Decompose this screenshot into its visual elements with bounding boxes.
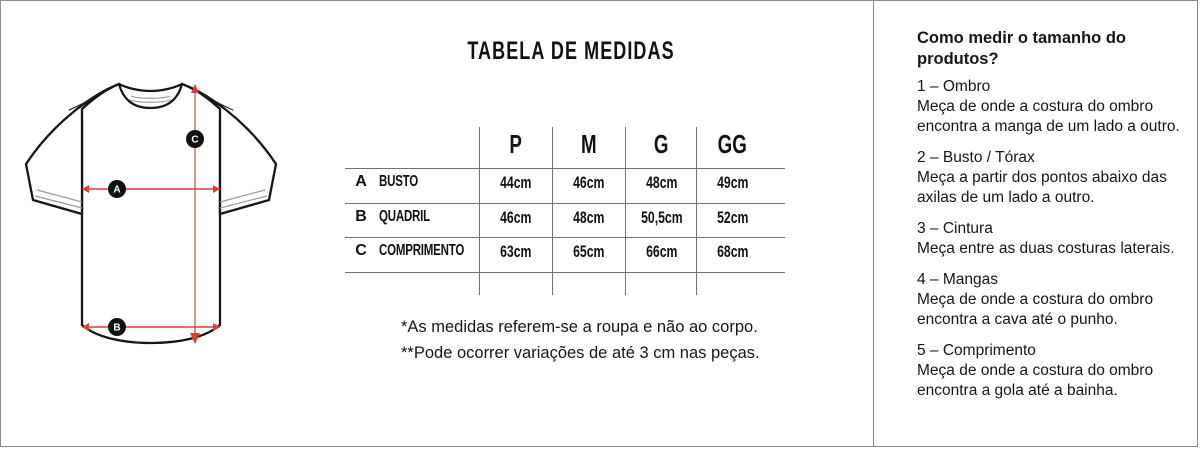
svg-text:A: A <box>113 185 120 196</box>
svg-text:C: C <box>191 135 198 146</box>
svg-text:B: B <box>113 323 120 334</box>
